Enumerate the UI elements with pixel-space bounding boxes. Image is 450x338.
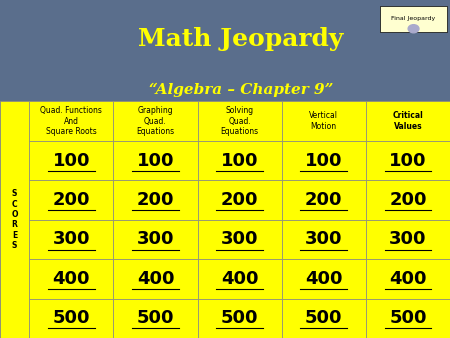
FancyBboxPatch shape xyxy=(282,141,366,180)
Text: 300: 300 xyxy=(137,231,174,248)
Text: Critical
Values: Critical Values xyxy=(392,112,423,131)
FancyBboxPatch shape xyxy=(113,101,198,141)
Text: Solving
Quad.
Equations: Solving Quad. Equations xyxy=(220,106,259,136)
FancyBboxPatch shape xyxy=(366,101,450,141)
FancyBboxPatch shape xyxy=(29,180,113,220)
FancyBboxPatch shape xyxy=(113,298,198,338)
Text: “Algebra – Chapter 9”: “Algebra – Chapter 9” xyxy=(148,82,333,97)
Text: 100: 100 xyxy=(305,151,342,170)
Text: 300: 300 xyxy=(389,231,427,248)
Text: Math Jeopardy: Math Jeopardy xyxy=(138,27,343,51)
Text: Graphing
Quad.
Equations: Graphing Quad. Equations xyxy=(136,106,175,136)
FancyBboxPatch shape xyxy=(380,6,447,32)
FancyBboxPatch shape xyxy=(198,259,282,298)
FancyBboxPatch shape xyxy=(29,101,113,141)
Text: 500: 500 xyxy=(389,309,427,327)
Text: 400: 400 xyxy=(305,270,342,288)
Text: 500: 500 xyxy=(137,309,174,327)
FancyBboxPatch shape xyxy=(366,180,450,220)
FancyBboxPatch shape xyxy=(198,101,282,141)
Text: 100: 100 xyxy=(137,151,174,170)
Text: 500: 500 xyxy=(53,309,90,327)
Circle shape xyxy=(408,25,419,33)
Text: 200: 200 xyxy=(305,191,342,209)
Text: 100: 100 xyxy=(221,151,258,170)
Text: 400: 400 xyxy=(389,270,427,288)
FancyBboxPatch shape xyxy=(29,141,113,180)
FancyBboxPatch shape xyxy=(113,220,198,259)
FancyBboxPatch shape xyxy=(366,220,450,259)
Text: 100: 100 xyxy=(53,151,90,170)
FancyBboxPatch shape xyxy=(282,101,366,141)
Text: Final Jeopardy: Final Jeopardy xyxy=(392,17,436,21)
Text: 500: 500 xyxy=(221,309,258,327)
FancyBboxPatch shape xyxy=(29,298,113,338)
FancyBboxPatch shape xyxy=(198,220,282,259)
Text: 100: 100 xyxy=(389,151,427,170)
Text: 200: 200 xyxy=(53,191,90,209)
FancyBboxPatch shape xyxy=(113,180,198,220)
Text: S
C
O
R
E
S: S C O R E S xyxy=(11,189,18,250)
FancyBboxPatch shape xyxy=(198,298,282,338)
Text: 200: 200 xyxy=(137,191,174,209)
Text: 300: 300 xyxy=(221,231,258,248)
FancyBboxPatch shape xyxy=(366,259,450,298)
FancyBboxPatch shape xyxy=(198,180,282,220)
Text: 400: 400 xyxy=(53,270,90,288)
Text: 200: 200 xyxy=(221,191,258,209)
FancyBboxPatch shape xyxy=(29,220,113,259)
FancyBboxPatch shape xyxy=(282,259,366,298)
FancyBboxPatch shape xyxy=(113,259,198,298)
FancyBboxPatch shape xyxy=(198,141,282,180)
FancyBboxPatch shape xyxy=(282,220,366,259)
FancyBboxPatch shape xyxy=(0,101,29,338)
FancyBboxPatch shape xyxy=(282,180,366,220)
FancyBboxPatch shape xyxy=(113,141,198,180)
FancyBboxPatch shape xyxy=(282,298,366,338)
FancyBboxPatch shape xyxy=(366,298,450,338)
Text: 300: 300 xyxy=(53,231,90,248)
FancyBboxPatch shape xyxy=(366,141,450,180)
Text: Quad. Functions
And
Square Roots: Quad. Functions And Square Roots xyxy=(40,106,102,136)
FancyBboxPatch shape xyxy=(29,259,113,298)
Text: 200: 200 xyxy=(389,191,427,209)
Text: 400: 400 xyxy=(221,270,258,288)
Text: Vertical
Motion: Vertical Motion xyxy=(309,112,338,131)
Text: 400: 400 xyxy=(137,270,174,288)
Text: 300: 300 xyxy=(305,231,342,248)
Text: 500: 500 xyxy=(305,309,342,327)
